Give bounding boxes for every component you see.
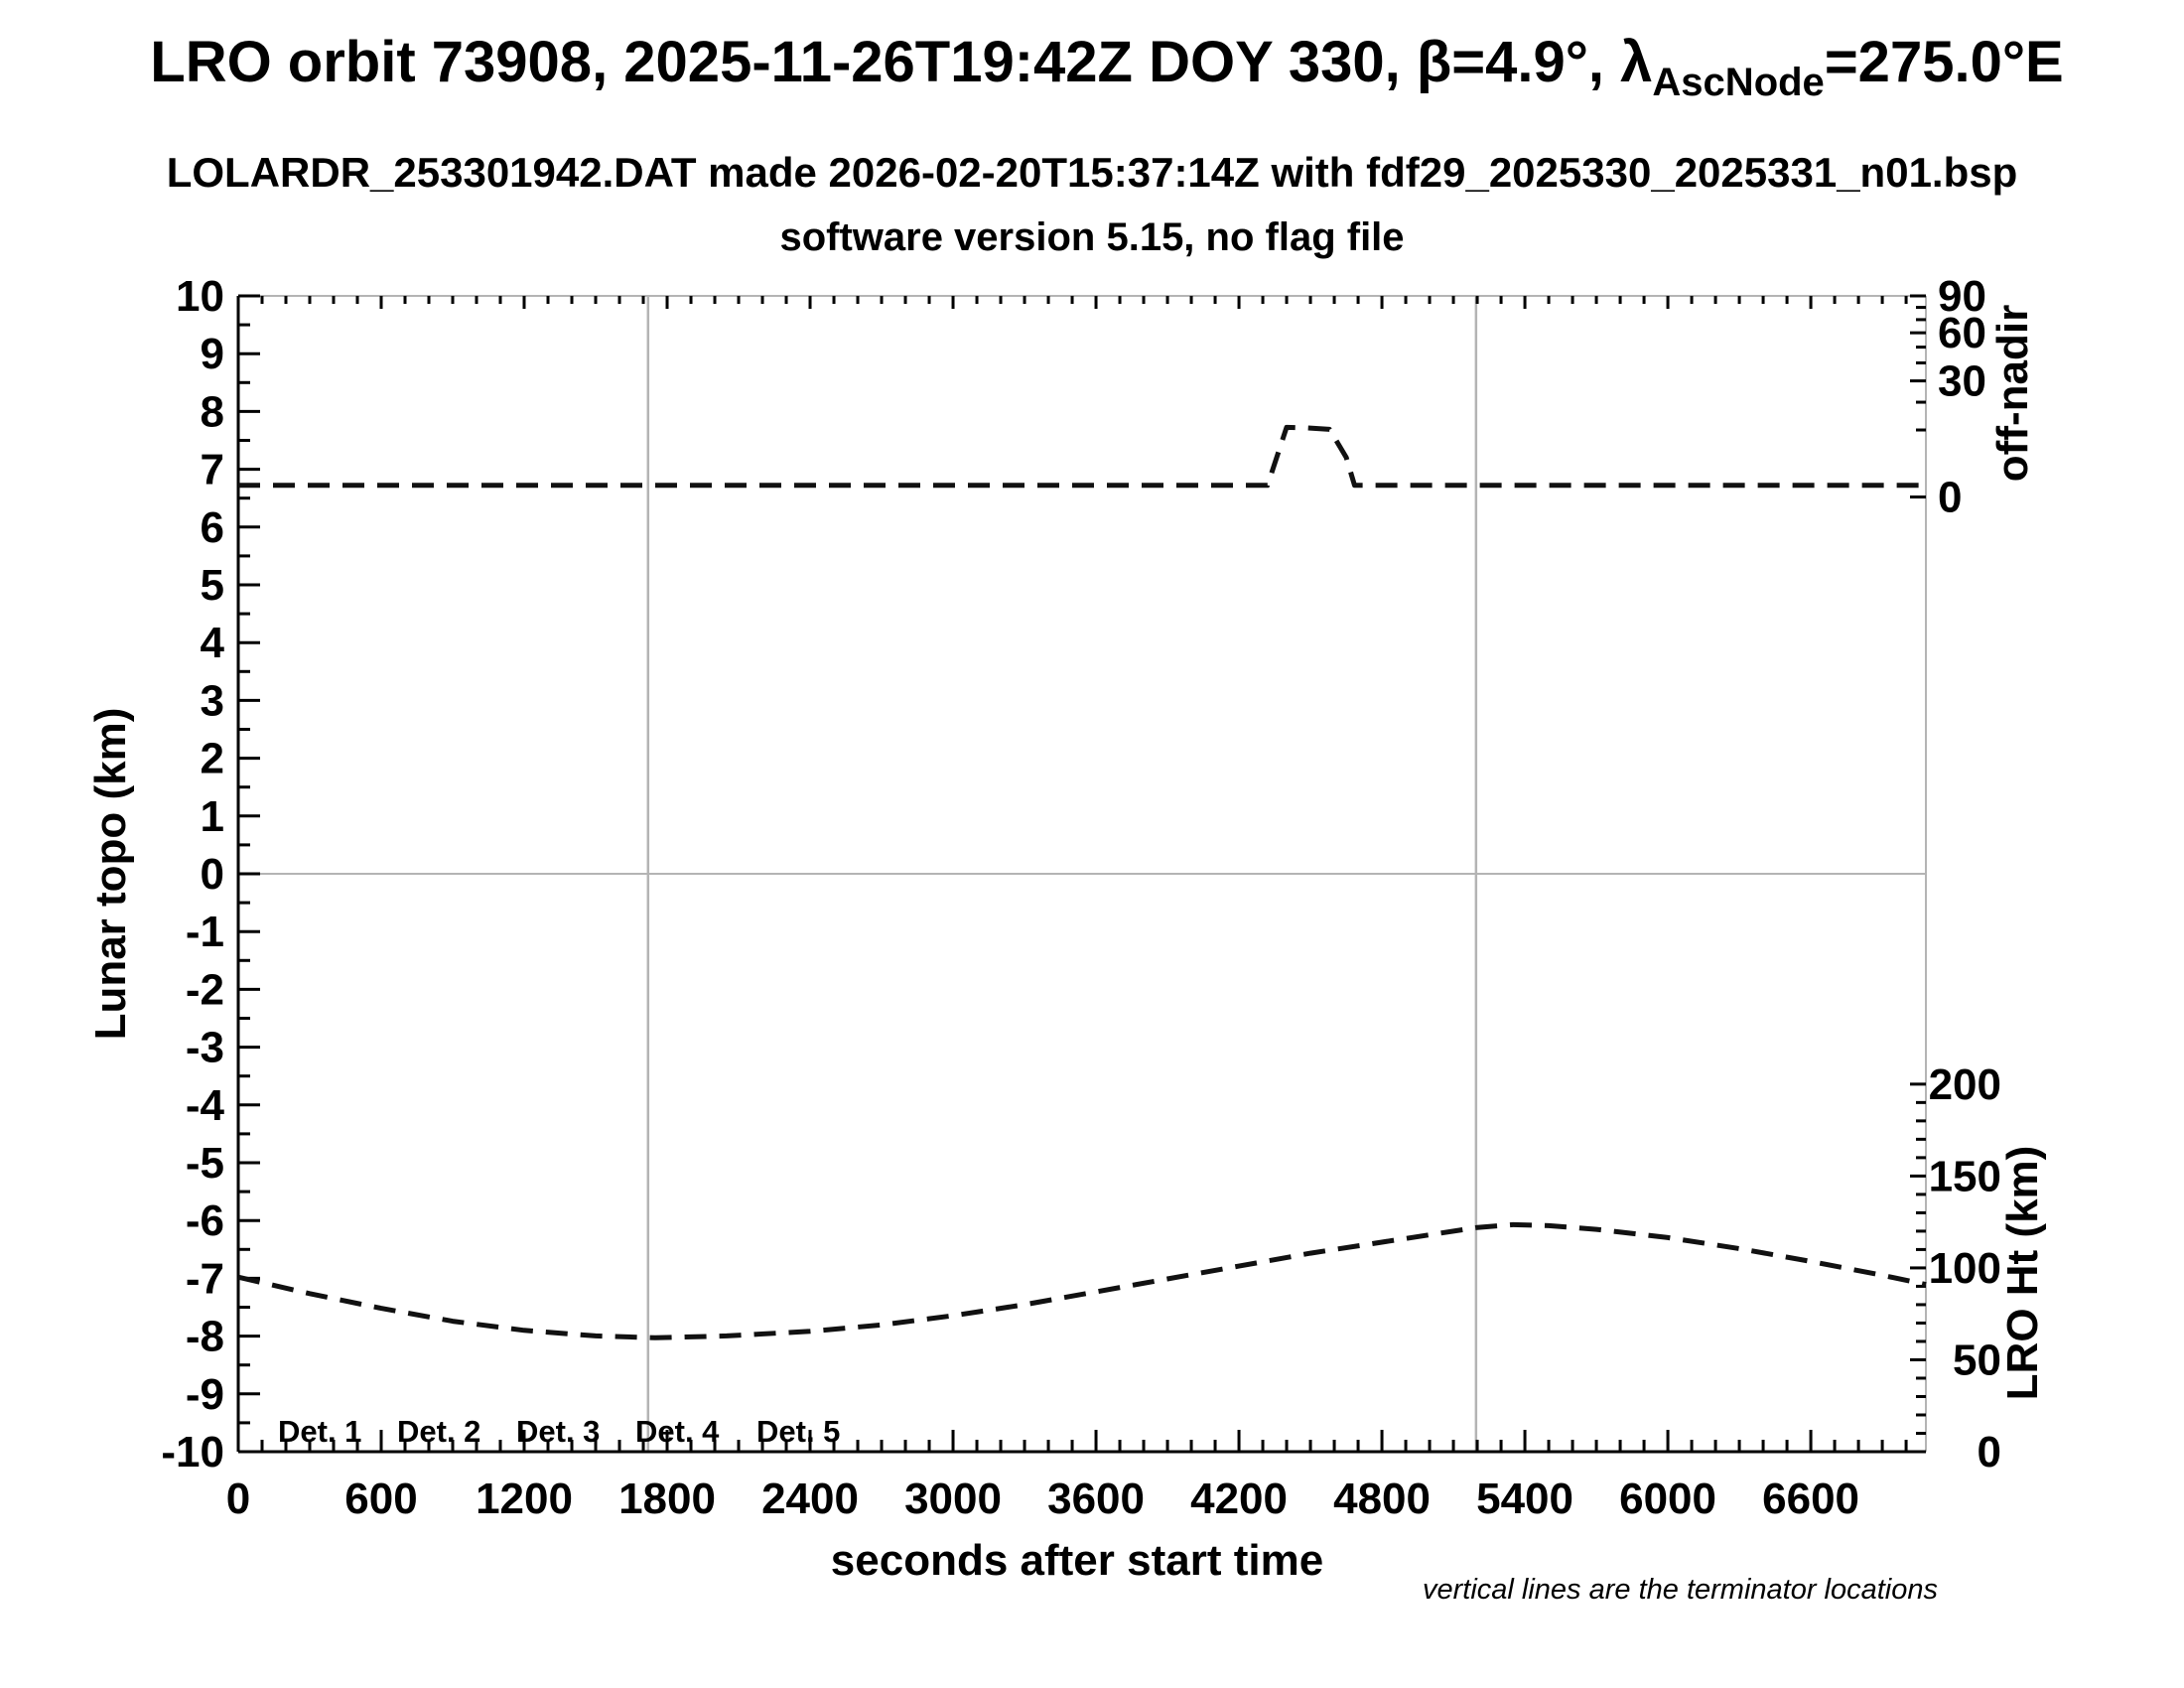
lro-ht-tick-label: 50 bbox=[1953, 1336, 2001, 1384]
terminator-footnote: vertical lines are the terminator locati… bbox=[1423, 1574, 1938, 1606]
lro-height-curve bbox=[237, 1221, 1927, 1340]
y-left-tick-label: -8 bbox=[186, 1313, 224, 1361]
subtitle-line-2: software version 5.15, no flag file bbox=[779, 215, 1404, 259]
x-tick-label: 2400 bbox=[761, 1475, 859, 1523]
plot-area: 0 600 1200 1800 2400 3000 3600 4200 4800 5400 6000… bbox=[161, 272, 2001, 1523]
y-left-tick-label: 4 bbox=[201, 619, 225, 667]
off-nadir-tick-label: 90 bbox=[1938, 272, 1986, 321]
lro-ht-tick-label: 100 bbox=[1929, 1244, 2001, 1293]
legend-det-5: Det. 5 bbox=[756, 1414, 840, 1449]
x-tick-label: 600 bbox=[344, 1475, 417, 1523]
y-left-tick-label: -6 bbox=[186, 1196, 224, 1245]
x-tick-label: 4200 bbox=[1190, 1475, 1288, 1523]
x-tick-label: 6000 bbox=[1619, 1475, 1716, 1523]
chart-title: LRO orbit 73908, 2025-11-26T19:42Z DOY 3… bbox=[150, 30, 2063, 104]
y-left-tick-label: 0 bbox=[201, 850, 224, 899]
y-left-tick-label: 5 bbox=[201, 561, 224, 610]
legend-det-1: Det. 1 bbox=[278, 1414, 361, 1449]
x-tick-label: 3000 bbox=[904, 1475, 1002, 1523]
y-left-tick-label: 8 bbox=[201, 387, 224, 436]
lro-ht-tick-label: 150 bbox=[1929, 1152, 2001, 1200]
off-nadir-tick-label: 60 bbox=[1938, 309, 1986, 357]
y-left-tick-label: -9 bbox=[186, 1370, 224, 1419]
x-tick-label: 4800 bbox=[1333, 1475, 1431, 1523]
legend-det-2: Det. 2 bbox=[397, 1414, 480, 1449]
y-left-tick-label: 6 bbox=[201, 503, 224, 552]
y-left-axis-title: Lunar topo (km) bbox=[86, 708, 135, 1041]
x-tick-label: 1800 bbox=[618, 1475, 716, 1523]
y-left-tick-label: 7 bbox=[201, 446, 224, 494]
x-tick-label: 3600 bbox=[1047, 1475, 1145, 1523]
y-left-tick-label: 2 bbox=[201, 735, 224, 783]
y-right-bottom-axis-title: LRO Ht (km) bbox=[1998, 1146, 2047, 1401]
y-left-tick-label: -1 bbox=[186, 908, 224, 956]
off-nadir-tick-label: 0 bbox=[1938, 474, 1962, 522]
y-left-tick-label: -3 bbox=[186, 1024, 224, 1072]
y-left-tick-label: 10 bbox=[176, 272, 224, 321]
y-left-tick-label: -5 bbox=[186, 1139, 224, 1188]
y-left-tick-label: -7 bbox=[186, 1254, 224, 1303]
legend-det-3: Det. 3 bbox=[516, 1414, 600, 1449]
y-left-tick-label: -2 bbox=[186, 965, 224, 1014]
off-nadir-curve bbox=[238, 424, 1926, 489]
x-tick-label: 5400 bbox=[1476, 1475, 1573, 1523]
x-axis-title: seconds after start time bbox=[831, 1536, 1323, 1585]
legend-det-4: Det. 4 bbox=[635, 1414, 720, 1449]
y-right-top-axis-title: off-nadir bbox=[1988, 305, 2037, 482]
x-tick-label: 6600 bbox=[1762, 1475, 1859, 1523]
y-left-tick-label: 3 bbox=[201, 676, 224, 725]
x-tick-label: 0 bbox=[226, 1475, 250, 1523]
y-left-tick-label: -4 bbox=[186, 1081, 225, 1130]
y-left-tick-label: 1 bbox=[201, 792, 224, 841]
subtitle-line-1: LOLARDR_253301942.DAT made 2026-02-20T15… bbox=[167, 149, 2018, 196]
lro-ht-tick-label: 0 bbox=[1978, 1428, 2001, 1477]
y-left-tick-label: -10 bbox=[161, 1428, 224, 1477]
off-nadir-tick-label: 30 bbox=[1938, 357, 1986, 406]
lro-ht-tick-label: 200 bbox=[1929, 1060, 2001, 1109]
y-left-tick-label: 9 bbox=[201, 330, 224, 378]
x-tick-label: 1200 bbox=[476, 1475, 573, 1523]
